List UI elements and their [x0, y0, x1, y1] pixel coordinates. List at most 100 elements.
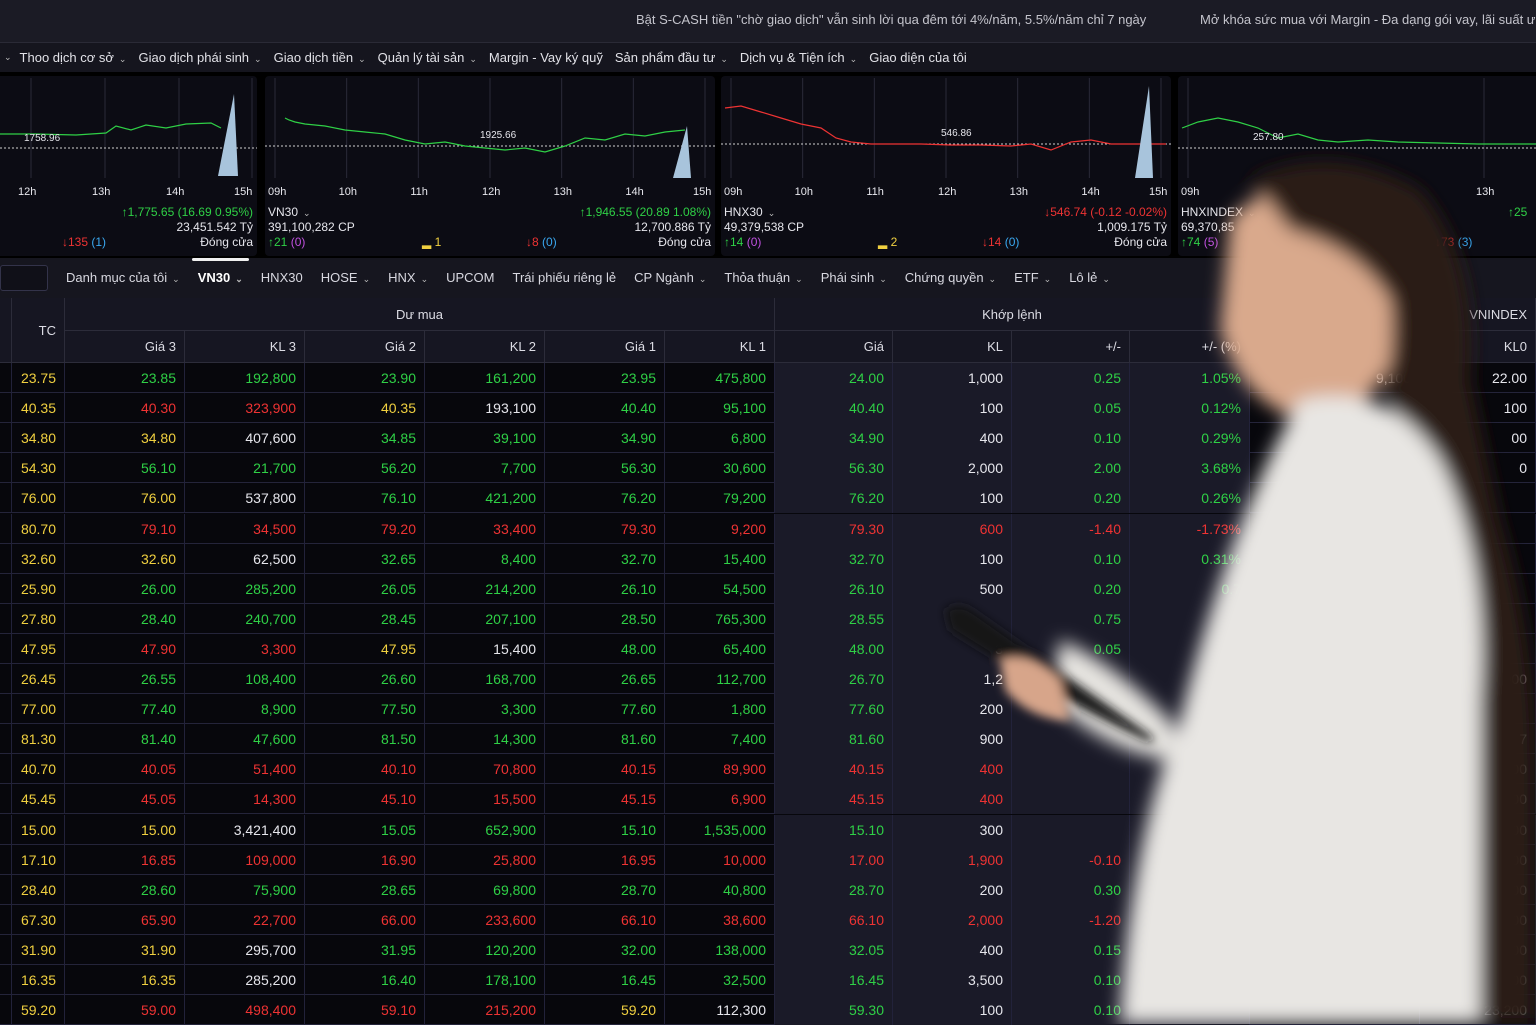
index-panel-vnindex[interactable]: 1758.96 12h 13h 14h 15h ↑1,775.65 (16.69 0.…: [0, 76, 257, 256]
row-edge: [0, 724, 12, 755]
table-row[interactable]: 81.30 81.40 47,600 81.50 14,300 81.60 7,400 81.…: [0, 724, 1536, 755]
tab-danh-mục-của-tôi[interactable]: Danh mục của tôi ⌄: [66, 258, 180, 298]
time-tick: 14h: [166, 186, 185, 198]
change-percent: 0.31%: [1130, 543, 1250, 574]
tab-phái-sinh[interactable]: Phái sinh ⌄: [821, 258, 887, 298]
bid-price: 66.10: [545, 904, 665, 935]
tab-vn30[interactable]: VN30 ⌄: [191, 258, 249, 298]
table-row[interactable]: 28.40 28.60 75,900 28.65 69,800 28.70 40,800 28…: [0, 874, 1536, 905]
table-row[interactable]: 32.60 32.60 62,500 32.65 8,400 32.70 15,400 32.…: [0, 543, 1536, 574]
change: 0.10: [1012, 423, 1130, 454]
row-edge: [0, 453, 12, 484]
change-percent: 0.7: [1130, 573, 1250, 604]
nav-item[interactable]: Margin - Vay ký quỹ: [489, 50, 603, 65]
table-row[interactable]: 31.90 31.90 295,700 31.95 120,200 32.00 138,00…: [0, 934, 1536, 965]
table-row[interactable]: 26.45 26.55 108,400 26.60 168,700 26.65 112,70…: [0, 664, 1536, 694]
unchanged: ▂ 2: [878, 235, 898, 249]
match-price: 32.05: [775, 934, 893, 965]
match-price: 24.00: [775, 363, 893, 393]
change: 0.15: [1012, 934, 1130, 965]
bid-price: 40.30: [65, 393, 185, 424]
table-row[interactable]: 77.00 77.40 8,900 77.50 3,300 77.60 1,800 77.60…: [0, 694, 1536, 725]
match-price: 66.10: [775, 904, 893, 935]
table-row[interactable]: 40.70 40.05 51,400 40.10 70,800 40.15 89,900 40…: [0, 754, 1536, 785]
match-price: 79.30: [775, 513, 893, 544]
tab-hose[interactable]: HOSE ⌄: [321, 258, 370, 298]
decliners: ↓14 (0): [982, 235, 1020, 249]
index-column-value: 23,200: [1420, 995, 1536, 1025]
bid-volume: 39,100: [425, 423, 545, 454]
ref-price: 27.80: [12, 603, 65, 634]
bid-volume: 112,300: [665, 995, 775, 1025]
tab-trái-phiếu-riêng-lẻ[interactable]: Trái phiếu riêng lẻ: [512, 270, 617, 285]
tab-lô-lẻ[interactable]: Lô lẻ ⌄: [1069, 258, 1110, 298]
tab-upcom[interactable]: UPCOM: [446, 270, 495, 285]
table-row[interactable]: 47.95 47.90 3,300 47.95 15,400 48.00 65,400 48.…: [0, 633, 1536, 664]
table-row[interactable]: 76.00 76.00 537,800 76.10 421,200 76.20 79,200…: [0, 483, 1536, 514]
table-row[interactable]: 59.20 59.00 498,400 59.10 215,200 59.20 112,30…: [0, 995, 1536, 1025]
nav-item[interactable]: Giao dịch tiền ⌄: [274, 50, 366, 65]
table-row[interactable]: 25.90 26.00 285,200 26.05 214,200 26.10 54,500…: [0, 573, 1536, 604]
table-row[interactable]: 45.45 45.05 14,300 45.10 15,500 45.15 6,900 45.…: [0, 784, 1536, 815]
index-selector[interactable]: HNXINDEX ⌄: [1181, 205, 1256, 219]
table-row[interactable]: 16.35 16.35 285,200 16.40 178,100 16.45 32,500…: [0, 965, 1536, 995]
nav-item[interactable]: Giao diện của tôi: [869, 50, 967, 65]
column-header: Giá 3: [65, 331, 185, 363]
table-row[interactable]: 23.75 23.85 192,800 23.90 161,200 23.95 475,80…: [0, 363, 1536, 393]
ticker-message[interactable]: Bật S-CASH tiền "chờ giao dịch" vẫn sinh…: [636, 12, 1147, 27]
change: [1012, 724, 1130, 755]
table-row[interactable]: 40.35 40.30 323,900 40.35 193,100 40.40 95,100…: [0, 393, 1536, 424]
ref-price: 34.80: [12, 423, 65, 454]
index-column-value: 89,200: [1420, 754, 1536, 785]
index-selector[interactable]: HNX30 ⌄: [724, 205, 776, 219]
table-row[interactable]: 80.70 79.10 34,500 79.20 33,400 79.30 9,200 79.…: [0, 513, 1536, 544]
nav-item[interactable]: Thoo dịch cơ sở ⌄: [20, 50, 127, 65]
trade-volume: 391,100,282 CP: [268, 220, 355, 234]
index-panel-hnx30[interactable]: 546.86 09h 10h 11h 12h 13h 14h 15h HNX30 ⌄ 49,379,…: [721, 76, 1171, 256]
tab-hnx30[interactable]: HNX30: [260, 270, 303, 285]
index-column-value: [1420, 633, 1536, 664]
bid-volume: 168,700: [425, 664, 545, 694]
tab-etf[interactable]: ETF ⌄: [1014, 258, 1051, 298]
column-header: KL0: [1420, 331, 1536, 363]
tab-cp-ngành[interactable]: CP Ngành ⌄: [634, 258, 706, 298]
table-row[interactable]: 34.80 34.80 407,600 34.85 39,100 34.90 6,800 34…: [0, 423, 1536, 454]
trade-volume: 49,379,538 CP: [724, 220, 805, 234]
promo-banner: Bật S-CASH tiền "chờ giao dịch" vẫn sinh…: [0, 0, 1536, 42]
bid-price: 28.50: [545, 603, 665, 634]
column-header: [1250, 331, 1420, 363]
match-volume: 400: [893, 754, 1012, 785]
bid-price: 16.45: [545, 965, 665, 995]
change: 0.25: [1012, 363, 1130, 393]
index-charts: 1758.96 12h 13h 14h 15h ↑1,775.65 (16.69 0.…: [0, 72, 1536, 258]
index-selector[interactable]: VN30 ⌄: [268, 205, 311, 219]
nav-item[interactable]: Giao dịch phái sinh ⌄: [138, 50, 261, 65]
tab-hnx[interactable]: HNX ⌄: [388, 258, 428, 298]
reference-label: 257.80: [1253, 132, 1284, 143]
table-row[interactable]: 17.10 16.85 109,000 16.90 25,800 16.95 10,000 1…: [0, 844, 1536, 875]
bid-price: 76.00: [65, 483, 185, 514]
index-column-value: 7: [1420, 724, 1536, 755]
bid-volume: 3,300: [425, 694, 545, 725]
chevron-down-icon: ⌄: [767, 208, 776, 218]
tab-thỏa-thuận[interactable]: Thỏa thuận ⌄: [724, 258, 802, 298]
bid-volume: 9,200: [665, 513, 775, 544]
tab-chứng-quyền[interactable]: Chứng quyền ⌄: [905, 258, 996, 298]
table-row[interactable]: 27.80 28.40 240,700 28.45 207,100 28.50 765,30…: [0, 603, 1536, 634]
index-column-value: [1420, 513, 1536, 544]
row-edge: [0, 934, 12, 965]
symbol-search-input[interactable]: [0, 265, 48, 291]
index-panel-hnxindex[interactable]: 257.80 09h 13h HNXINDEX ⌄ 69,370,85 ↑25 ↑74 (5)…: [1178, 76, 1536, 256]
time-tick: 12h: [18, 186, 37, 198]
nav-item[interactable]: Dịch vụ & Tiện ích ⌄: [740, 50, 857, 65]
table-row[interactable]: 67.30 65.90 22,700 66.00 233,600 66.10 38,600 6…: [0, 904, 1536, 935]
ticker-message[interactable]: Mở khóa sức mua với Margin - Đa dạng gói…: [1200, 12, 1536, 27]
nav-item-label: Quản lý tài sản: [377, 50, 465, 65]
table-row[interactable]: 54.30 56.10 21,700 56.20 7,700 56.30 30,600 56.…: [0, 453, 1536, 484]
table-row[interactable]: 15.00 15.00 3,421,400 15.05 652,900 15.10 1,53…: [0, 814, 1536, 845]
volume-bars: [1135, 86, 1153, 178]
nav-item[interactable]: Sản phẩm đầu tư ⌄: [615, 50, 728, 65]
nav-item[interactable]: Quản lý tài sản ⌄: [378, 50, 477, 65]
index-panel-vn30[interactable]: 1925.66 09h 10h 11h 12h 13h 14h 15h VN30 ⌄ 391,100…: [265, 76, 715, 256]
chevron-down-icon[interactable]: ⌄: [4, 52, 12, 62]
